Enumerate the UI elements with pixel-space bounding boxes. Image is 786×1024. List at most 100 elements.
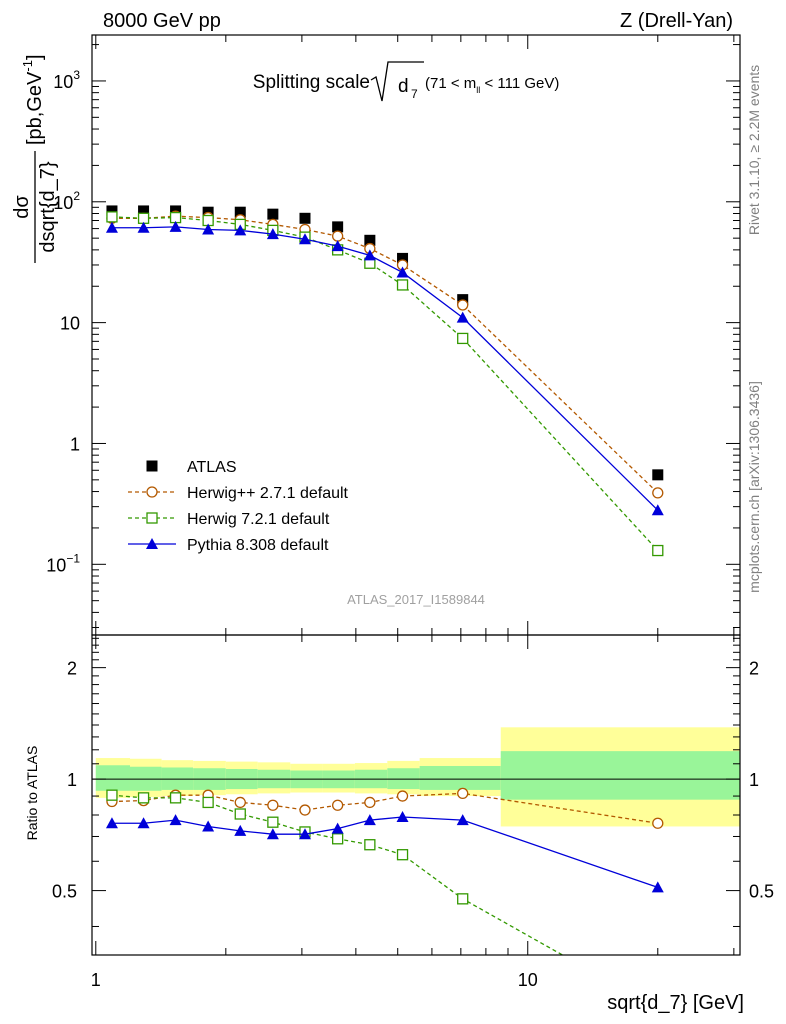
- plot-title: Splitting scale d 7 (71 < mll < 111 GeV): [253, 61, 559, 102]
- main-panel: [105, 205, 664, 557]
- plot-title-range-post: < 111 GeV): [480, 75, 559, 92]
- data-point: [234, 206, 246, 218]
- y-tick-label-main: 102: [53, 189, 80, 213]
- plot-title-var: d: [398, 76, 409, 97]
- ratio-point: [202, 820, 215, 832]
- ratio-point: [364, 796, 376, 809]
- ratio-point: [234, 824, 247, 836]
- mcplots-label: mcplots.cern.ch [arXiv:1306.3436]: [746, 381, 762, 593]
- data-point: [332, 221, 344, 233]
- ratio-point: [202, 796, 214, 809]
- ratio-series: [105, 787, 664, 955]
- mc-point: [457, 332, 469, 345]
- mc-point: [266, 228, 279, 240]
- plot-title-range-pre: (71 < m: [425, 75, 476, 92]
- ylabel-top-num: dσ: [11, 195, 33, 219]
- ratio-point: [266, 828, 279, 840]
- plot-title-range: (71 < mll < 111 GeV): [425, 75, 559, 95]
- data-point: [106, 205, 118, 217]
- y-tick-base: 10: [46, 555, 66, 575]
- mc-point: [363, 249, 376, 261]
- data-point: [652, 469, 664, 481]
- mc-point: [457, 299, 469, 311]
- y-tick-label-main: 10−1: [46, 551, 80, 575]
- y-tick-label-main: 1: [70, 434, 80, 454]
- data-point: [267, 208, 279, 220]
- sqrt-sign: [370, 61, 424, 102]
- legend: ATLAS Herwig++ 2.7.1 default Herwig 7.2.1 …: [128, 459, 349, 554]
- y-tick-base: 1: [70, 434, 80, 454]
- ratio-point: [456, 814, 469, 826]
- x-tick-label: 1: [91, 970, 101, 990]
- mc-point: [298, 233, 311, 245]
- legend-marker: [146, 512, 158, 524]
- mc-point: [331, 240, 344, 252]
- ratio-point: [396, 790, 409, 802]
- ratio-line: [111, 816, 658, 889]
- y-tick-base: 10: [53, 193, 73, 213]
- ratio-point: [234, 808, 246, 820]
- main-series: [105, 205, 664, 557]
- ratio-panel: [92, 727, 740, 955]
- plot-title-range-sub: ll: [476, 85, 480, 95]
- y-tick-label-main: 103: [53, 68, 80, 92]
- y-tick-label-ratio-left: 1: [67, 770, 77, 790]
- ratio-point: [137, 792, 150, 804]
- ratio-point: [652, 817, 664, 829]
- rivet-label: Rivet 3.1.10, ≥ 2.2M events: [746, 65, 762, 235]
- header-left: 8000 GeV pp: [103, 10, 221, 32]
- legend-entry: Herwig++ 2.7.1 default: [128, 485, 349, 502]
- ratio-point: [234, 796, 246, 809]
- main-line: [111, 226, 659, 511]
- ratio-point: [331, 799, 344, 811]
- mc-point: [106, 211, 118, 223]
- ylabel-top: dσ dsqrt{d_7} [pb,GeV-1]: [11, 54, 59, 263]
- legend-entry: Pythia 8.308 default: [128, 537, 329, 554]
- legend-marker: [146, 538, 158, 549]
- ratio-point: [267, 816, 279, 828]
- mc-point: [652, 544, 664, 557]
- mc-point: [202, 223, 215, 235]
- xlabel: sqrt{d_7} [GeV]: [607, 992, 744, 1014]
- data-point: [364, 234, 376, 246]
- ylabel-top-den: dsqrt{d_7}: [37, 161, 59, 253]
- data-point: [299, 212, 311, 224]
- mc-point: [651, 504, 664, 516]
- ylabel-top-unit-pre: [pb,GeV: [24, 71, 46, 145]
- ratio-point: [364, 839, 376, 851]
- ratio-point: [137, 817, 150, 829]
- mc-point: [331, 230, 344, 242]
- y-tick-label-ratio-right: 0.5: [749, 882, 774, 902]
- ylabel-bottom: Ratio to ATLAS: [24, 746, 40, 841]
- mc-point: [396, 266, 409, 278]
- ratio-point: [396, 849, 409, 861]
- ratio-point: [331, 822, 344, 834]
- legend-marker: [146, 460, 158, 472]
- y-tick-label-main: 10: [60, 314, 80, 334]
- ratio-point: [457, 893, 469, 905]
- band-inner: [95, 765, 130, 791]
- x-tick-label: 10: [518, 970, 538, 990]
- y-tick-label-ratio-right: 2: [749, 659, 759, 679]
- mc-point: [234, 224, 247, 236]
- ratio-point: [267, 799, 279, 811]
- legend-entry: ATLAS: [146, 459, 237, 476]
- ratio-point: [363, 814, 376, 826]
- ratio-point: [105, 817, 118, 829]
- plot-title-var-sub: 7: [411, 87, 418, 101]
- legend-label: ATLAS: [187, 459, 237, 476]
- y-tick-exp: 2: [73, 189, 80, 203]
- mc-point: [456, 311, 469, 323]
- ratio-point: [299, 804, 311, 816]
- main-line: [111, 215, 659, 494]
- analysis-watermark: ATLAS_2017_I1589844: [347, 592, 485, 607]
- ratio-point: [169, 792, 182, 804]
- legend-entry: Herwig 7.2.1 default: [128, 511, 330, 528]
- data-point: [397, 252, 409, 264]
- band-inner: [419, 765, 501, 790]
- y-tick-label-ratio-left: 0.5: [52, 882, 77, 902]
- ratio-frame: [91, 634, 741, 956]
- header-right: Z (Drell-Yan): [620, 10, 733, 32]
- ratio-point: [651, 881, 664, 893]
